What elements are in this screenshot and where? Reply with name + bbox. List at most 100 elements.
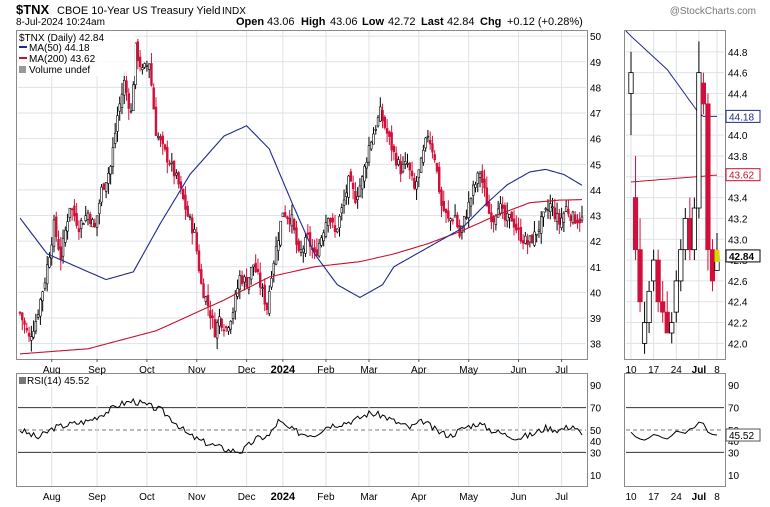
price-candle-body [363, 166, 366, 182]
price-candle-body [322, 232, 325, 242]
price-candle-body [580, 216, 584, 221]
price-candle-body [39, 299, 42, 317]
zoom-candle-body [673, 280, 679, 313]
zoom-candle-body [687, 218, 693, 251]
price-candle-body [279, 220, 282, 246]
price-candle-body [286, 216, 289, 219]
open-label: Open [236, 16, 264, 28]
price-candle-body [132, 84, 135, 112]
price-candle-body [347, 175, 350, 198]
price-candle-body [401, 163, 405, 173]
price-candle-body [379, 106, 382, 122]
price-candle-body [345, 192, 348, 197]
zoom-x-tick-label: 8 [714, 365, 720, 376]
price-candle-body [533, 231, 536, 246]
price-candle-body [295, 227, 298, 245]
price-candle-body [320, 237, 323, 246]
rsi-x-tick-label: Feb [317, 492, 335, 503]
main-x-tick-label: Oct [139, 365, 155, 376]
price-candle-body [256, 268, 260, 273]
price-candle-body [571, 211, 575, 224]
price-candle-body [342, 199, 346, 206]
main-y-tick-label: 41 [590, 263, 602, 274]
price-candle-body [225, 326, 228, 329]
price-candle-body [315, 249, 319, 256]
price-candle-body [293, 218, 296, 231]
price-candle-body [259, 272, 262, 288]
price-candle-body [542, 211, 545, 218]
price-candle-body [519, 227, 523, 242]
last-value-tag-text: 44.18 [729, 112, 754, 123]
zoom-candle-body [660, 301, 666, 313]
price-candle-body [472, 184, 475, 196]
high-label: High [301, 16, 326, 28]
main-y-tick-label: 40 [590, 288, 602, 299]
price-candle-body [247, 277, 251, 290]
price-candle-body [175, 172, 178, 176]
price-candle-body [469, 198, 473, 207]
price-candle-body [143, 63, 146, 68]
main-candles [18, 38, 584, 352]
price-candle-body [299, 249, 303, 253]
last-label: Last [421, 16, 444, 28]
price-candle-body [18, 312, 22, 314]
price-candle-body [478, 173, 482, 178]
price-candle-body [27, 332, 31, 337]
main-y-tick-labels: 38 39 40 41 42 43 44 45 46 47 48 49 50 [590, 32, 602, 351]
price-candle-body [453, 215, 457, 218]
zoom-x-tick-label: 17 [648, 365, 660, 376]
price-candle-body [349, 171, 353, 182]
price-candle-body [68, 207, 72, 218]
price-candle-body [152, 87, 155, 110]
last-price-marker [714, 249, 720, 262]
legend-ma200: MA(200) 43.62 [29, 54, 96, 65]
zoom-candles [628, 41, 720, 354]
price-candle-body [406, 163, 409, 165]
price-candle-body [438, 166, 441, 193]
main-x-tick-label: May [459, 365, 478, 376]
price-candle-body [118, 103, 121, 112]
price-candle-body [476, 172, 479, 184]
price-candle-body [546, 209, 550, 211]
main-x-tick-label: Dec [238, 365, 256, 376]
rsi-x-tick-label: May [459, 492, 478, 503]
zoom-candle-body [651, 259, 657, 282]
price-candle-body [404, 161, 407, 165]
legend-ma50: MA(50) 44.18 [29, 43, 90, 54]
price-candle-body [188, 216, 192, 218]
zoom-candle-body [696, 72, 702, 209]
zoom-candle-body [705, 103, 711, 251]
zoom-y-tick-label: 44.0 [728, 131, 748, 142]
price-candle-body [458, 225, 461, 237]
zoom-y-tick-label: 43.4 [728, 194, 748, 205]
main-y-tick-label: 47 [590, 109, 602, 120]
price-candle-body [23, 320, 26, 325]
price-candle-body [64, 229, 67, 243]
main-x-tick-label: Apr [411, 365, 427, 376]
rsi-x-tick-label: Jun [510, 492, 526, 503]
price-candle-body [32, 331, 35, 338]
price-candle-body [447, 210, 450, 219]
zoom-x-tick-label: Jul [692, 365, 707, 376]
price-candle-body [385, 128, 389, 134]
rsi-y-tick-label: 70 [590, 404, 602, 415]
price-candle-body [376, 117, 380, 127]
price-candle-body [444, 208, 448, 214]
high-value: 43.06 [330, 16, 358, 28]
last-value-tag-text: 43.62 [729, 171, 754, 182]
price-candle-body [501, 204, 504, 209]
low-label: Low [362, 16, 384, 28]
price-candle-body [422, 149, 425, 163]
price-candle-body [277, 240, 280, 251]
price-candle-body [136, 41, 140, 61]
price-candle-body [367, 145, 371, 163]
price-candle-body [560, 217, 563, 229]
price-candle-body [57, 238, 60, 250]
price-candle-body [426, 135, 430, 138]
main-x-tick-label: Jun [510, 365, 526, 376]
price-candle-body [555, 213, 559, 222]
last-value-tag-box [725, 109, 761, 123]
price-candle-body [569, 215, 572, 222]
price-candle-body [77, 228, 81, 233]
main-x-tick-label: Aug [43, 365, 61, 376]
